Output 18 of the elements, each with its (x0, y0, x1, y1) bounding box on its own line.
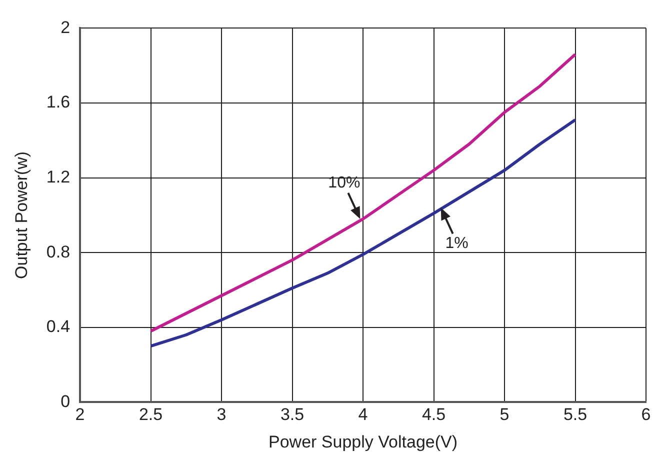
x-axis-title: Power Supply Voltage(V) (268, 432, 458, 452)
y-tick-label: 0 (60, 392, 70, 411)
x-tick-label: 2 (75, 405, 85, 424)
x-tick-label: 2.5 (138, 405, 163, 424)
x-tick-label: 4.5 (422, 405, 446, 424)
x-tick-label: 3.5 (280, 405, 304, 424)
x-tick-label: 3 (216, 405, 226, 424)
x-tick-label: 4 (358, 405, 368, 424)
y-tick-label: 1.6 (46, 92, 70, 112)
y-tick-label: 1.2 (46, 167, 70, 186)
y-tick-label: 0.8 (46, 242, 70, 262)
x-tick-label: 5 (500, 405, 510, 424)
y-tick-label: 0.4 (46, 317, 70, 336)
annotation: 1% (445, 235, 468, 252)
x-tick-label: 6 (641, 405, 651, 424)
y-tick-label: 2 (60, 18, 70, 37)
y-axis-title: Output Power(w) (12, 151, 31, 279)
x-tick-label: 5.5 (563, 405, 588, 424)
